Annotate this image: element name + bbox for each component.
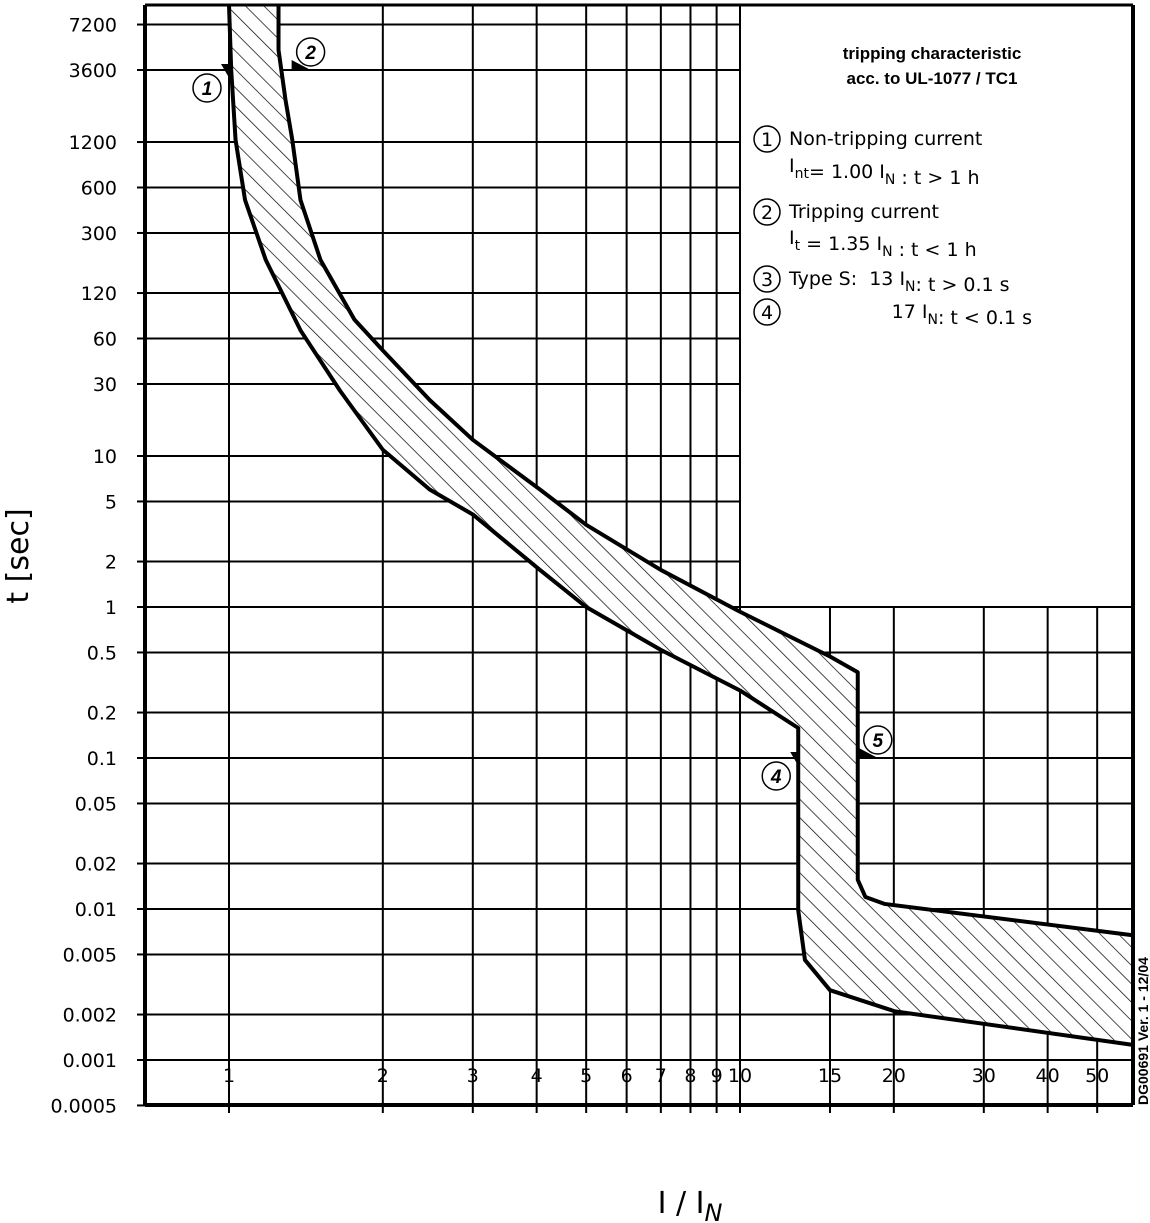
- y-axis-label: t [sec]: [1, 508, 36, 603]
- y-tick-label: 600: [81, 177, 117, 199]
- marker-pointer: [790, 752, 798, 764]
- legend-formula-text: 17 I: [789, 301, 928, 323]
- chart-subtitle: acc. to UL-1077 / TC1: [846, 69, 1017, 88]
- y-tick-label: 60: [93, 328, 117, 350]
- x-axis-label: I / IN: [658, 1186, 723, 1223]
- legend-subscript: N: [905, 279, 915, 295]
- y-tick-label: 0.005: [63, 944, 117, 966]
- marker-pointer: [221, 63, 228, 76]
- y-tick-label: 0.01: [75, 899, 117, 921]
- y-tick-label: 5: [105, 491, 117, 513]
- legend-number-circle: [753, 125, 781, 153]
- x-tick-label: 7: [655, 1065, 667, 1087]
- x-tick-label: 5: [580, 1065, 592, 1087]
- lower-boundary-curve: [227, 5, 1133, 1047]
- legend-subscript: nt: [795, 166, 810, 182]
- legend-formula: 17 IN: t < 0.1 s: [789, 301, 1032, 329]
- marker-label: 2: [304, 43, 316, 64]
- legend-formula-text: = 1.00 I: [809, 161, 885, 183]
- legend-number-circle: [753, 265, 781, 293]
- legend-subscript: t: [795, 238, 801, 254]
- x-tick-label: 9: [711, 1065, 723, 1087]
- x-tick-label: 15: [818, 1065, 842, 1087]
- legend-formula-text: : t > 1 h: [895, 167, 979, 189]
- y-tick-label: 0.5: [87, 642, 117, 664]
- legend-item-2: 2 Tripping current It = 1.35 IN : t < 1 h: [753, 198, 977, 261]
- y-tick-label: 0.02: [75, 854, 117, 876]
- upper-boundary-curve: [276, 5, 1133, 938]
- legend-title: Tripping current: [788, 201, 939, 223]
- x-tick-label: 10: [728, 1065, 752, 1087]
- chart-title: tripping characteristic: [843, 44, 1022, 63]
- y-tick-label: 300: [81, 223, 117, 245]
- legend-number: 4: [761, 302, 773, 324]
- x-tick-label: 40: [1036, 1065, 1060, 1087]
- marker-circle: [863, 725, 893, 755]
- x-tick-label: 3: [467, 1065, 479, 1087]
- tripping-band: [227, 5, 1133, 1047]
- legend-formula-text: : t > 0.1 s: [916, 274, 1010, 296]
- document-version-note: DG00691 Ver. 1 - 12/04: [1135, 957, 1150, 1105]
- legend-number: 3: [761, 269, 773, 291]
- y-tick-label: 1200: [69, 132, 117, 154]
- legend-formula: Type S: 13 IN: t > 0.1 s: [788, 268, 1010, 296]
- legend-subscript: N: [882, 244, 892, 260]
- y-tick-label: 0.002: [63, 1005, 117, 1027]
- y-tick-label: 0.1: [87, 748, 117, 770]
- marker-label: 1: [202, 79, 213, 100]
- y-tick-label: 2: [105, 552, 117, 574]
- legend-item-3: 3 Type S: 13 IN: t > 0.1 s: [753, 265, 1010, 296]
- legend-formula-text: I: [789, 155, 795, 177]
- legend-formula-text: : t < 0.1 s: [938, 307, 1032, 329]
- y-tick-label: 0.05: [75, 793, 117, 815]
- x-tick-label: 4: [531, 1065, 543, 1087]
- x-tick-label: 20: [882, 1065, 906, 1087]
- legend-item-1: 1 Non-tripping current Int= 1.00 IN : t > …: [753, 125, 982, 189]
- legend-subscript: N: [928, 312, 938, 328]
- marker-circle: [295, 37, 326, 67]
- y-tick-label: 10: [93, 446, 117, 468]
- band-hatch-fill: [229, 5, 1133, 1045]
- y-tick-label: 0.2: [87, 703, 117, 725]
- y-tick-label: 1: [105, 597, 117, 619]
- x-tick-label: 8: [684, 1065, 696, 1087]
- legend-formula: It = 1.35 IN : t < 1 h: [789, 227, 977, 261]
- x-tick-label: 30: [972, 1065, 996, 1087]
- legend-formula-text: I: [789, 227, 795, 249]
- marker-label: 4: [770, 767, 782, 788]
- legend-formula-text: : t < 1 h: [893, 239, 977, 261]
- legend-item-4: 4 17 IN: t < 0.1 s: [753, 298, 1032, 329]
- legend-formula: Int= 1.00 IN : t > 1 h: [789, 155, 980, 189]
- y-tick-label: 0.001: [63, 1050, 117, 1072]
- x-tick-label: 1: [223, 1065, 235, 1087]
- y-tick-label: 0.0005: [51, 1095, 117, 1117]
- marker-circle: [192, 73, 222, 103]
- x-tick-label: 6: [621, 1065, 633, 1087]
- legend-title: Non-tripping current: [789, 128, 982, 150]
- legend-subscript: N: [885, 172, 895, 188]
- y-tick-label: 30: [93, 374, 117, 396]
- legend-formula-text: Type S: 13 I: [788, 268, 905, 290]
- legend-number: 2: [761, 202, 773, 224]
- legend-number: 1: [761, 129, 773, 151]
- x-tick-label: 2: [377, 1065, 389, 1087]
- marker-label: 5: [872, 731, 883, 752]
- y-tick-label: 3600: [69, 60, 117, 82]
- legend-number-circle: [753, 198, 781, 226]
- x-tick-labels: 1 2 3 4 5 6 7 8 9 10 15 20 30 40 50: [223, 1065, 1109, 1113]
- y-tick-label: 120: [81, 283, 117, 305]
- curve-markers: 1 2 4 5: [192, 37, 893, 791]
- marker-pointer: [858, 748, 880, 759]
- y-tick-label: 7200: [69, 15, 117, 37]
- marker-pointer: [291, 59, 313, 71]
- x-tick-label: 50: [1085, 1065, 1109, 1087]
- y-tick-labels: 7200 3600 1200 600 300 120 60 30 10 5 2 1 0.5 0.2 0.1 0…: [51, 15, 145, 1117]
- legend-formula-text: = 1.35 I: [800, 233, 882, 255]
- legend-number-circle: [753, 298, 781, 326]
- marker-circle: [761, 761, 791, 791]
